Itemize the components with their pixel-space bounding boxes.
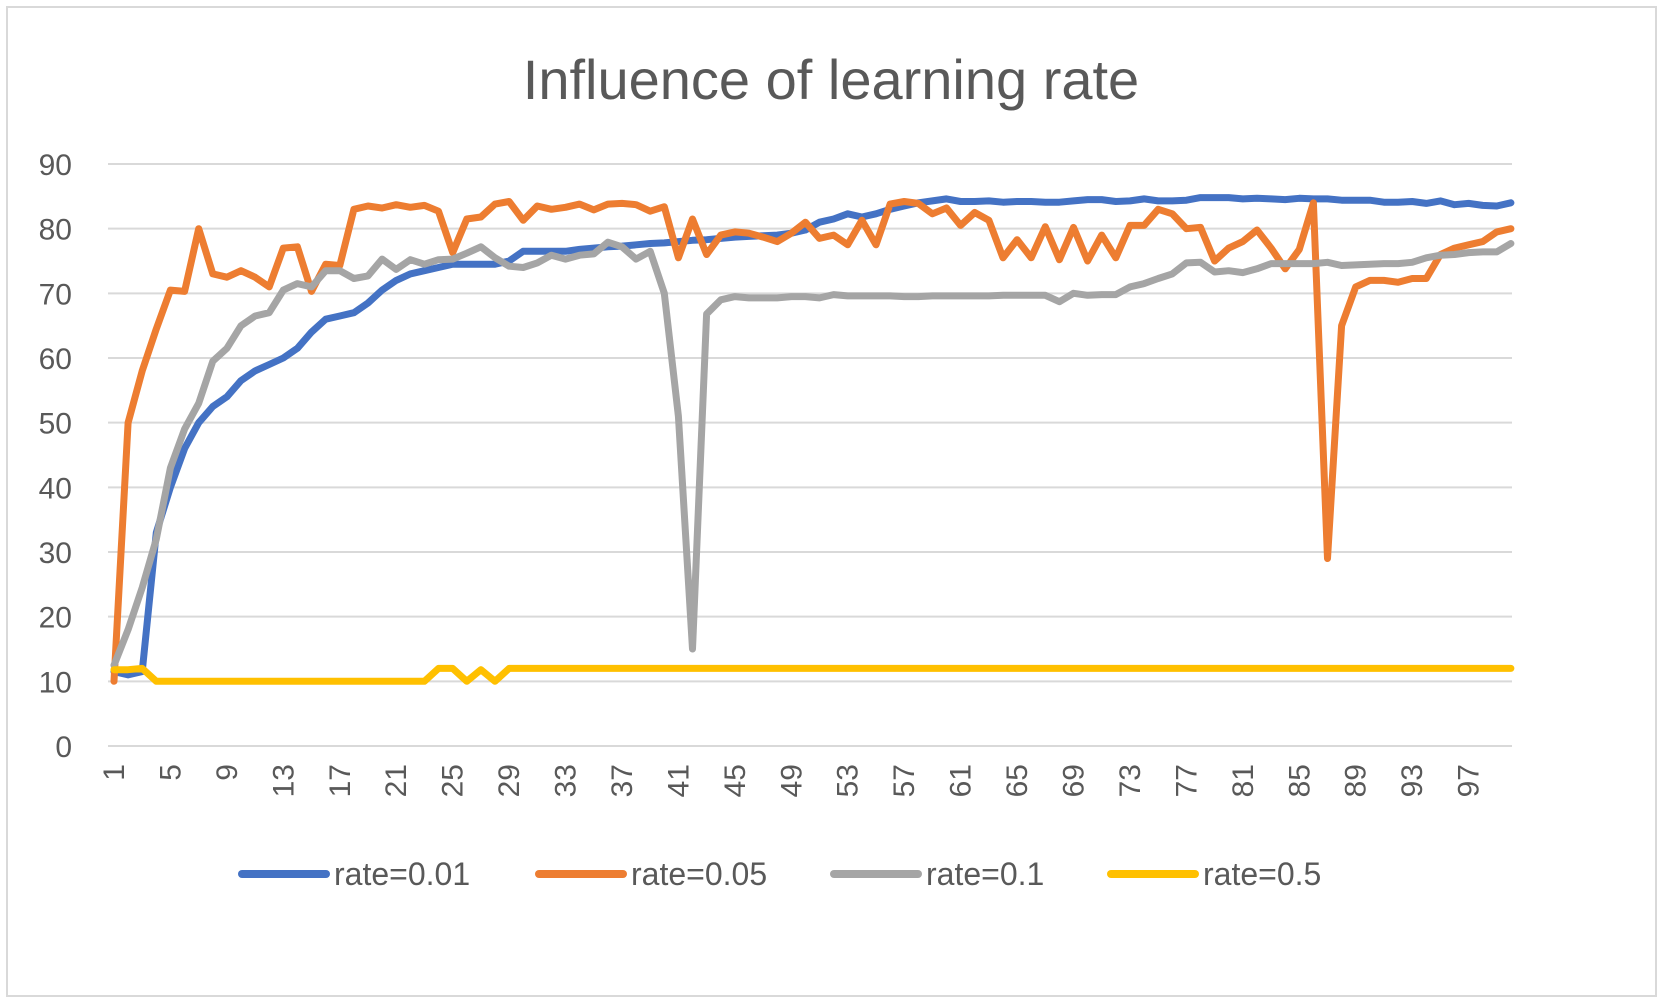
x-axis: 1 5 9 13 17 21 25 29 33 37 41 45 49 53 57 61 65 69 73 77 81 8… (98, 764, 1486, 797)
x-tick-label: 97 (1453, 764, 1486, 797)
x-tick-label: 41 (662, 764, 695, 797)
series-line-rate=0.5 (110, 664, 1515, 685)
x-tick-label: 73 (1114, 764, 1147, 797)
legend: rate=0.01 rate=0.05 rate=0.1 rate=0.5 (238, 856, 1321, 892)
y-tick-label: 0 (55, 731, 72, 764)
series-lines (110, 194, 1515, 685)
x-tick-label: 93 (1396, 764, 1429, 797)
x-tick-label: 89 (1340, 764, 1373, 797)
x-tick-label: 17 (324, 764, 357, 797)
x-tick-label: 13 (267, 764, 300, 797)
x-tick-label: 21 (380, 764, 413, 797)
series-line-rate=0.1 (110, 238, 1515, 669)
x-tick-label: 45 (719, 764, 752, 797)
y-tick-label: 70 (39, 278, 72, 311)
legend-label: rate=0.1 (926, 856, 1044, 892)
x-tick-label: 49 (775, 764, 808, 797)
legend-label: rate=0.5 (1203, 856, 1321, 892)
y-axis: 0 10 20 30 40 50 60 70 80 90 (39, 149, 72, 764)
legend-label: rate=0.05 (631, 856, 767, 892)
chart-title: Influence of learning rate (523, 48, 1139, 111)
x-tick-label: 69 (1058, 764, 1091, 797)
y-tick-label: 60 (39, 343, 72, 376)
x-tick-label: 33 (550, 764, 583, 797)
chart-frame (6, 6, 1657, 997)
x-tick-label: 61 (945, 764, 978, 797)
x-tick-label: 5 (154, 764, 187, 781)
x-tick-label: 37 (606, 764, 639, 797)
x-tick-label: 9 (211, 764, 244, 781)
x-tick-label: 77 (1170, 764, 1203, 797)
y-tick-label: 80 (39, 214, 72, 247)
series-line-rate=0.05 (110, 198, 1515, 685)
y-tick-label: 30 (39, 537, 72, 570)
x-tick-label: 65 (1001, 764, 1034, 797)
x-tick-label: 53 (832, 764, 865, 797)
x-tick-label: 57 (888, 764, 921, 797)
x-tick-label: 81 (1227, 764, 1260, 797)
y-tick-label: 50 (39, 408, 72, 441)
x-tick-label: 85 (1283, 764, 1316, 797)
x-tick-label: 29 (493, 764, 526, 797)
y-tick-label: 20 (39, 602, 72, 635)
x-tick-label: 1 (98, 764, 131, 781)
y-tick-label: 10 (39, 666, 72, 699)
x-tick-label: 25 (437, 764, 470, 797)
y-tick-label: 40 (39, 472, 72, 505)
legend-label: rate=0.01 (334, 856, 470, 892)
y-tick-label: 90 (39, 149, 72, 182)
